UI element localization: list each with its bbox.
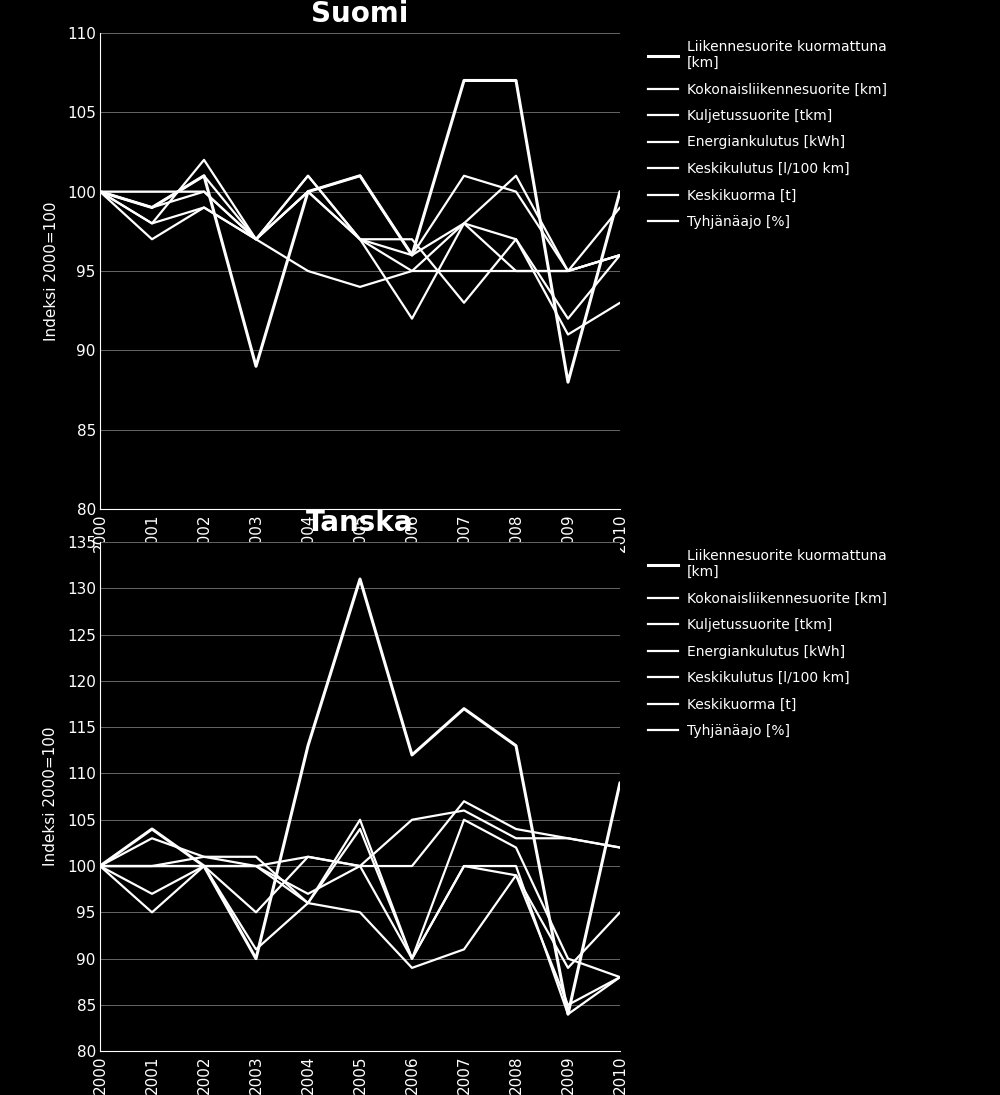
Title: Suomi: Suomi [311,0,409,27]
Y-axis label: Indeksi 2000=100: Indeksi 2000=100 [44,201,59,341]
Y-axis label: Indeksi 2000=100: Indeksi 2000=100 [43,727,58,866]
Legend: Liikennesuorite kuormattuna
[km], Kokonaisliikennesuorite [km], Kuljetussuorite : Liikennesuorite kuormattuna [km], Kokona… [648,549,887,738]
Legend: Liikennesuorite kuormattuna
[km], Kokonaisliikennesuorite [km], Kuljetussuorite : Liikennesuorite kuormattuna [km], Kokona… [648,39,887,229]
Title: Tanska: Tanska [306,509,414,537]
